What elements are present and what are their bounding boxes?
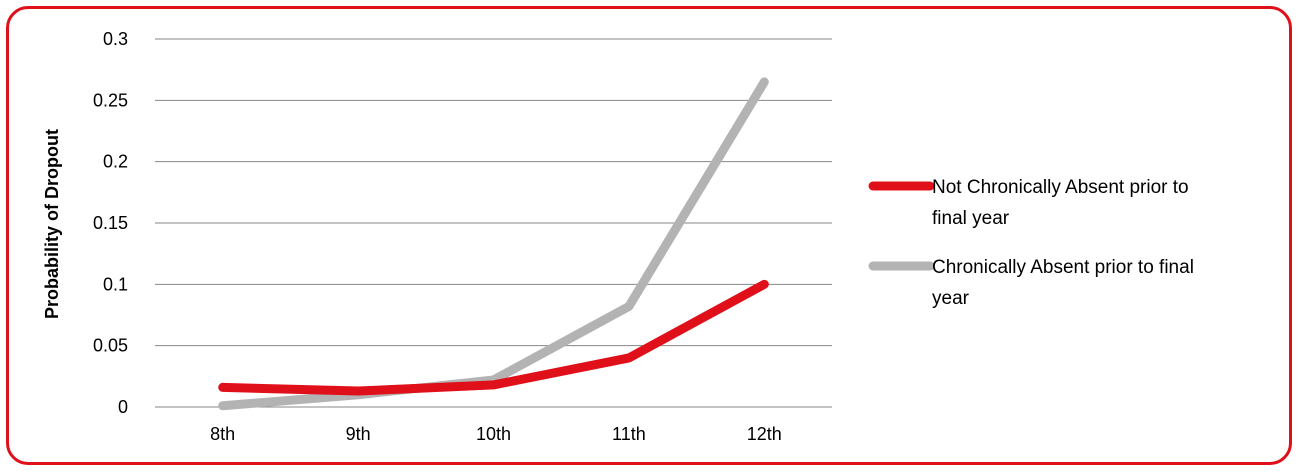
series-lines (218, 77, 769, 411)
series-line-1 (218, 77, 769, 411)
gridlines (155, 38, 832, 408)
legend-label: final year (932, 208, 1010, 229)
y-tick-label: 0.1 (103, 274, 128, 294)
x-tick-label: 11th (612, 424, 646, 444)
x-tick-label: 10th (476, 424, 511, 444)
y-tick-label: 0 (118, 397, 128, 417)
legend: Not Chronically Absent prior to final yea… (868, 177, 1194, 309)
x-tick-label: 8th (210, 424, 235, 444)
y-tick-labels: 0 0.05 0.1 0.15 0.2 0.25 0.3 (93, 29, 128, 417)
y-tick-label: 0.3 (103, 29, 128, 49)
x-tick-labels: 8th 9th 10th 11th 12th (210, 424, 782, 444)
legend-label: year (932, 288, 970, 309)
y-tick-label: 0.05 (93, 336, 128, 356)
y-tick-label: 0.25 (93, 90, 128, 110)
legend-label: Chronically Absent prior to final (932, 257, 1194, 278)
x-tick-label: 12th (747, 424, 782, 444)
y-tick-label: 0.15 (93, 213, 128, 233)
y-axis-label: Probability of Dropout (42, 129, 62, 319)
legend-label: Not Chronically Absent prior to (932, 177, 1189, 198)
y-tick-label: 0.2 (103, 152, 128, 172)
x-tick-label: 9th (346, 424, 371, 444)
